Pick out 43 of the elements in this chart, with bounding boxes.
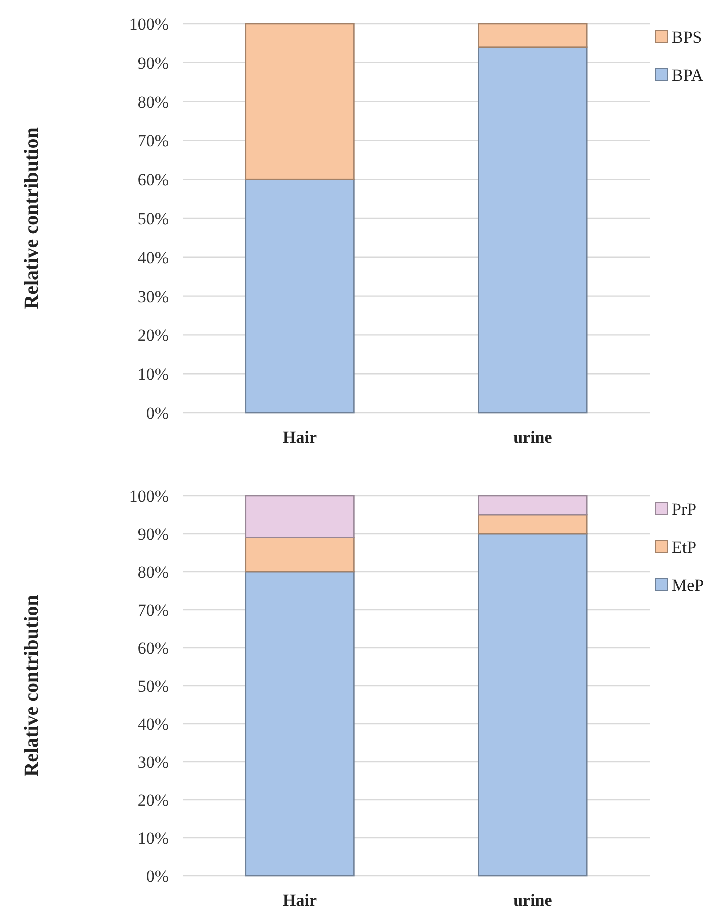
y-tick-label: 40%	[138, 248, 169, 268]
y-tick-label: 50%	[138, 676, 169, 696]
y-tick-label: 70%	[138, 132, 169, 151]
bar	[478, 533, 588, 877]
bar	[478, 23, 588, 48]
bar	[245, 178, 355, 414]
x-tick-label: Hair	[283, 428, 318, 447]
y-axis-title: Relative contribution	[21, 128, 43, 310]
y-tick-label: 30%	[138, 752, 169, 772]
y-tick-label: 100%	[129, 486, 169, 506]
y-tick-label: 90%	[138, 524, 169, 544]
y-tick-label: 60%	[138, 638, 169, 658]
x-tick-label: urine	[514, 428, 553, 447]
y-tick-label: 100%	[129, 14, 169, 34]
y-tick-label: 20%	[138, 326, 169, 346]
y-tick-label: 80%	[138, 562, 169, 582]
legend-label: MeP	[672, 576, 704, 595]
y-tick-label: 70%	[138, 600, 169, 620]
legend-label: PrP	[672, 500, 697, 519]
bar	[478, 495, 588, 516]
y-tick-label: 80%	[138, 92, 169, 112]
y-tick-label: 0%	[146, 866, 169, 886]
bar	[245, 495, 355, 538]
x-tick-label: Hair	[283, 891, 318, 910]
bar	[245, 537, 355, 573]
y-tick-label: 40%	[138, 714, 169, 734]
y-tick-label: 30%	[138, 287, 169, 306]
y-tick-label: 90%	[138, 54, 169, 73]
x-tick-label: urine	[514, 891, 553, 910]
y-tick-label: 20%	[138, 790, 169, 810]
y-tick-label: 50%	[138, 209, 169, 228]
bar	[478, 514, 588, 535]
legend-label: BPS	[672, 28, 702, 47]
y-tick-label: 10%	[138, 828, 169, 848]
bar	[245, 571, 355, 877]
legend-label: BPA	[672, 66, 704, 85]
y-tick-label: 0%	[146, 404, 169, 423]
y-tick-label: 60%	[138, 170, 169, 190]
legend-label: EtP	[672, 538, 697, 557]
bar	[245, 23, 355, 180]
bar	[478, 46, 588, 414]
y-tick-label: 10%	[138, 365, 169, 384]
y-axis-title: Relative contribution	[21, 595, 43, 777]
